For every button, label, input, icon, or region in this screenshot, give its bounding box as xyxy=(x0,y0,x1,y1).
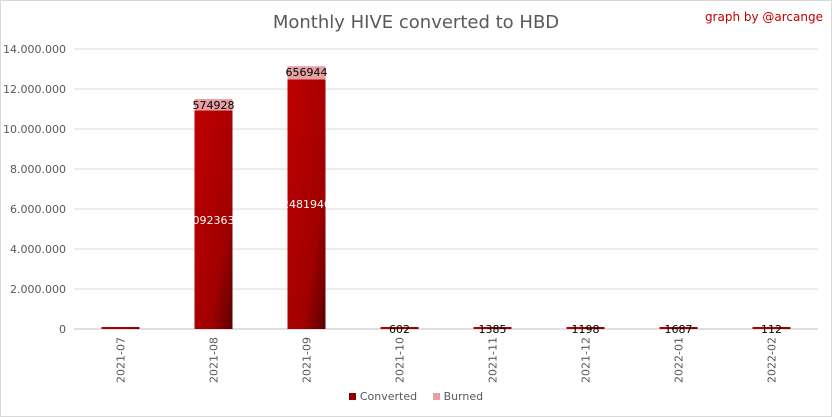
data-label-burned: 574928 xyxy=(193,99,235,112)
legend-entry-converted[interactable]: Converted xyxy=(348,390,418,403)
y-tick-label: 8.000.000 xyxy=(10,163,66,176)
data-label-burned: 656944 xyxy=(286,66,328,79)
data-label-converted: 1198 xyxy=(572,323,600,336)
y-tick-label: 4.000.000 xyxy=(10,243,66,256)
legend-label-burned: Burned xyxy=(443,390,484,403)
y-tick-label: 10.000.000 xyxy=(3,123,66,136)
data-label-converted: 112 xyxy=(761,323,782,336)
legend-entry-burned[interactable]: Burned xyxy=(432,390,484,403)
bar-converted xyxy=(659,327,698,329)
y-tick-label: 14.000.000 xyxy=(3,43,66,56)
legend: Converted Burned xyxy=(1,390,831,403)
bar-burned xyxy=(194,99,233,111)
y-tick-label: 2.000.000 xyxy=(10,283,66,296)
legend-swatch-converted xyxy=(348,393,356,400)
x-tick-label: 2022-02 xyxy=(766,337,779,383)
bar-converted xyxy=(101,327,140,329)
bar-converted xyxy=(566,327,605,329)
data-label-converted: 092363 xyxy=(193,214,235,227)
credit-label: graph by @arcange xyxy=(704,10,823,24)
x-tick-label: 2021-12 xyxy=(580,337,593,383)
bar-converted xyxy=(194,110,233,329)
data-label-converted: 1687 xyxy=(665,323,693,336)
y-tick-label: 12.000.000 xyxy=(3,83,66,96)
bar-converted xyxy=(380,327,419,329)
x-tick-label: 2021-10 xyxy=(394,337,407,383)
bar-converted xyxy=(473,327,512,329)
x-tick-label: 2021-08 xyxy=(208,337,221,383)
data-label-converted: 1385 xyxy=(479,323,507,336)
x-tick-label: 2021-11 xyxy=(487,337,500,383)
bar-burned xyxy=(287,66,326,80)
data-label-converted: 2481940 xyxy=(282,198,331,211)
legend-swatch-burned xyxy=(432,393,440,400)
y-tick-label: 0 xyxy=(59,323,66,336)
data-label-converted: 602 xyxy=(389,323,410,336)
chart-title: Monthly HIVE converted to HBD xyxy=(272,12,560,33)
bar-converted xyxy=(287,79,326,329)
x-tick-label: 2021-09 xyxy=(301,337,314,383)
x-tick-label: 2022-01 xyxy=(673,337,686,383)
y-tick-label: 6.000.000 xyxy=(10,203,66,216)
x-tick-label: 2021-07 xyxy=(115,337,128,383)
legend-label-converted: Converted xyxy=(359,390,418,403)
bar-converted xyxy=(752,327,791,329)
